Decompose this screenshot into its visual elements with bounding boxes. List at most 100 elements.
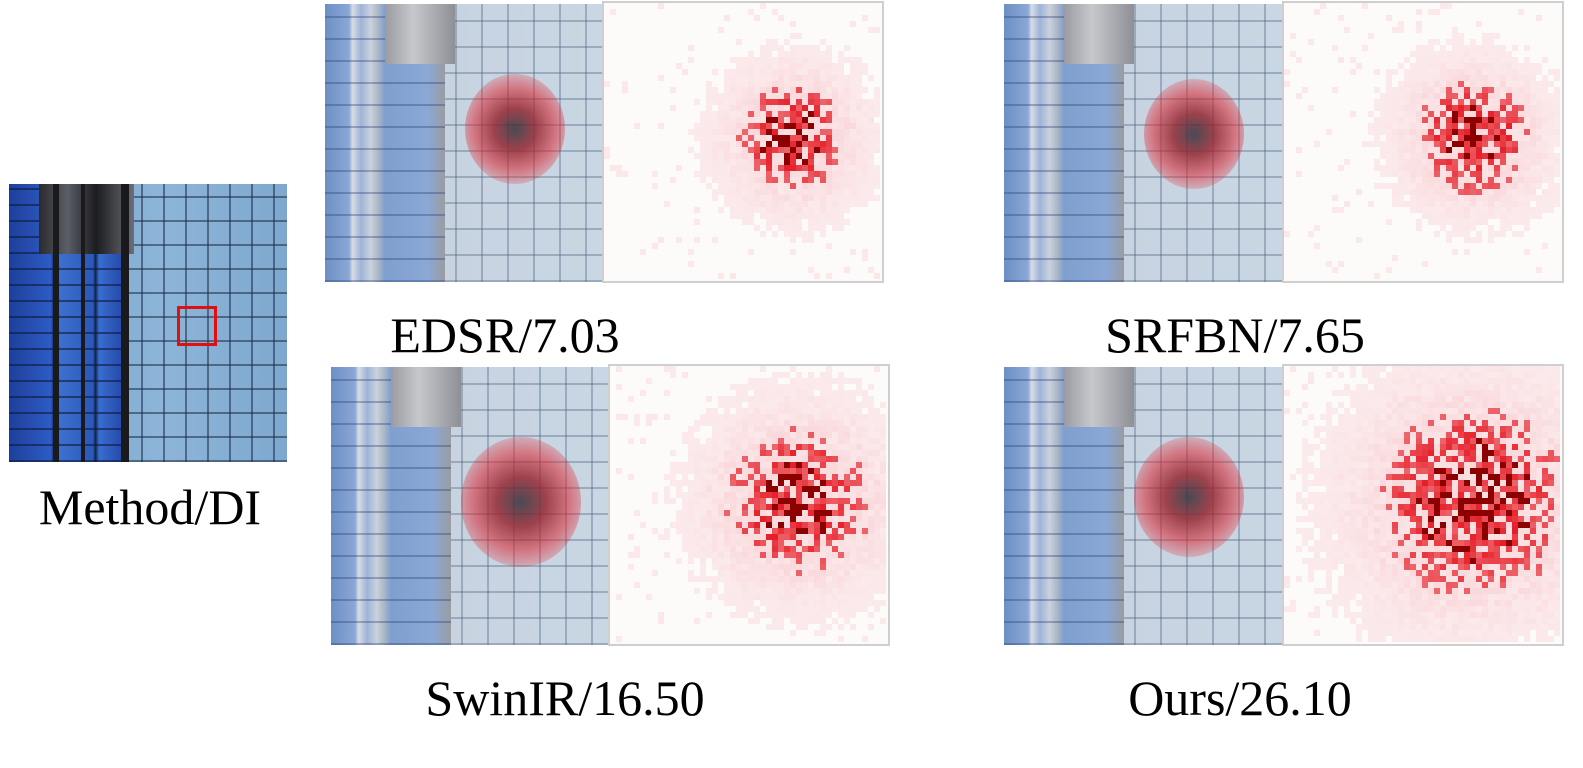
heatmap-cell	[1518, 504, 1524, 510]
heatmap-cell	[1464, 522, 1470, 528]
heatmap-cell	[694, 540, 700, 546]
heatmap-cell	[736, 564, 742, 570]
heatmap-cell	[1350, 594, 1356, 600]
heatmap-cell	[1440, 552, 1446, 558]
heatmap-cell	[796, 600, 802, 606]
heatmap-cell	[1524, 141, 1530, 147]
heatmap-cell	[778, 522, 784, 528]
heatmap-cell	[628, 534, 634, 540]
heatmap-cell	[622, 87, 628, 93]
heatmap-cell	[1500, 546, 1506, 552]
heatmap-cell	[856, 588, 862, 594]
heatmap-cell	[1506, 528, 1512, 534]
heatmap-cell	[1512, 153, 1518, 159]
heatmap-cell	[1500, 630, 1506, 636]
heatmap-cell	[694, 504, 700, 510]
heatmap-cell	[1506, 600, 1512, 606]
heatmap-cell	[1536, 510, 1542, 516]
heatmap-cell	[778, 159, 784, 165]
heatmap-cell	[1452, 213, 1458, 219]
heatmap-cell	[760, 504, 766, 510]
heatmap-cell	[1416, 408, 1422, 414]
heatmap-cell	[1410, 522, 1416, 528]
heatmap-cell	[724, 99, 730, 105]
heatmap-cell	[760, 444, 766, 450]
heatmap-cell	[844, 153, 850, 159]
heatmap-cell	[832, 546, 838, 552]
heatmap-cell	[1440, 402, 1446, 408]
heatmap-cell	[742, 426, 748, 432]
heatmap-cell	[1518, 207, 1524, 213]
heatmap-cell	[1314, 492, 1320, 498]
heatmap-cell	[832, 81, 838, 87]
heatmap-cell	[748, 486, 754, 492]
heatmap-cell	[1476, 522, 1482, 528]
heatmap-cell	[1428, 462, 1434, 468]
heatmap-cell	[1530, 510, 1536, 516]
heatmap-cell	[736, 420, 742, 426]
heatmap-cell	[1374, 576, 1380, 582]
heatmap-cell	[1416, 546, 1422, 552]
heatmap-cell	[1302, 474, 1308, 480]
heatmap-cell	[820, 207, 826, 213]
heatmap-cell	[1434, 117, 1440, 123]
heatmap-cell	[670, 462, 676, 468]
heatmap-cell	[1464, 612, 1470, 618]
heatmap-cell	[1488, 426, 1494, 432]
heatmap-cell	[1350, 534, 1356, 540]
heatmap-cell	[1518, 540, 1524, 546]
heatmap-cell	[1392, 129, 1398, 135]
heatmap-cell	[844, 450, 850, 456]
heatmap-cell	[1512, 231, 1518, 237]
heatmap-cell	[742, 414, 748, 420]
heatmap-cell	[808, 552, 814, 558]
heatmap-cell	[1344, 390, 1350, 396]
heatmap-cell	[1404, 159, 1410, 165]
heatmap-cell	[1542, 588, 1548, 594]
heatmap-cell	[748, 117, 754, 123]
heatmap-cell	[1476, 588, 1482, 594]
heatmap-cell	[1392, 522, 1398, 528]
heatmap-cell	[1488, 201, 1494, 207]
heatmap-cell	[688, 504, 694, 510]
heatmap-cell	[1542, 600, 1548, 606]
heatmap-cell	[1434, 540, 1440, 546]
heatmap-cell	[784, 111, 790, 117]
heatmap-cell	[1500, 135, 1506, 141]
heatmap-cell	[1482, 624, 1488, 630]
heatmap-cell	[862, 498, 868, 504]
heatmap-cell	[1392, 492, 1398, 498]
heatmap-cell	[1488, 384, 1494, 390]
heatmap-cell	[1308, 372, 1314, 378]
heatmap-cell	[784, 528, 790, 534]
heatmap-cell	[1422, 99, 1428, 105]
heatmap-cell	[1488, 492, 1494, 498]
heatmap-cell	[1470, 600, 1476, 606]
heatmap-cell	[736, 528, 742, 534]
heatmap-cell	[1512, 147, 1518, 153]
heatmap-cell	[838, 510, 844, 516]
heatmap-cell	[1338, 57, 1344, 63]
heatmap-cell	[1392, 378, 1398, 384]
heatmap-cell	[1428, 438, 1434, 444]
heatmap-cell	[1434, 231, 1440, 237]
heatmap-cell	[1428, 558, 1434, 564]
heatmap-cell	[760, 207, 766, 213]
heatmap-cell	[706, 516, 712, 522]
heatmap-cell	[730, 432, 736, 438]
heatmap-cell	[862, 147, 868, 153]
heatmap-cell	[1506, 570, 1512, 576]
heatmap-cell	[748, 420, 754, 426]
heatmap-cell	[1434, 498, 1440, 504]
heatmap-cell	[790, 195, 796, 201]
heatmap-cell	[1542, 93, 1548, 99]
heatmap-cell	[1506, 624, 1512, 630]
heatmap-cell	[808, 504, 814, 510]
heatmap-cell	[1386, 504, 1392, 510]
heatmap-cell	[850, 462, 856, 468]
heatmap-cell	[1380, 588, 1386, 594]
heatmap-cell	[1464, 213, 1470, 219]
roi-box	[177, 306, 217, 346]
heatmap-cell	[1404, 123, 1410, 129]
heatmap-cell	[1458, 546, 1464, 552]
